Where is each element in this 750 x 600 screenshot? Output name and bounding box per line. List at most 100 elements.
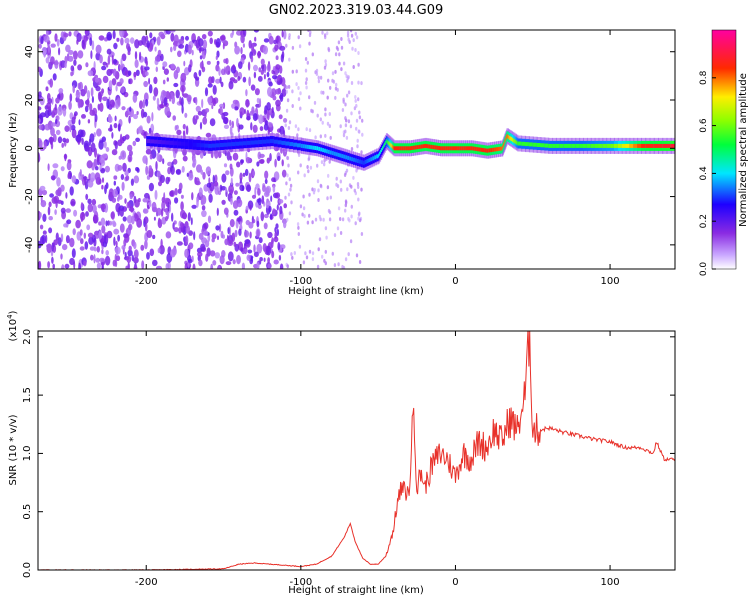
spectrogram-speckle <box>143 111 148 118</box>
spectrogram-speckle <box>327 208 331 213</box>
spectrogram-speckle <box>153 216 156 221</box>
spectrogram-speckle <box>276 204 279 211</box>
spectrogram-speckle <box>157 49 162 57</box>
spectrogram-speckle <box>339 231 343 235</box>
ridge-core <box>666 143 672 148</box>
spectrogram-speckle <box>114 115 117 122</box>
spectrogram-speckle <box>57 237 62 247</box>
ridge-core <box>658 143 664 148</box>
spectrogram-speckle <box>96 262 101 269</box>
spectrogram-speckle <box>283 203 288 209</box>
y-tick-label: -40 <box>24 237 35 253</box>
spectrogram-speckle <box>218 223 222 233</box>
spectrogram-speckle <box>299 91 302 96</box>
spectrogram-speckle <box>313 187 316 192</box>
spectrogram-speckle <box>344 123 348 128</box>
ridge-core <box>351 157 354 162</box>
spectrogram-speckle <box>113 236 116 246</box>
spectrogram-speckle <box>57 187 62 197</box>
spectrogram-speckle <box>209 118 216 127</box>
spectrogram-speckle <box>305 127 308 132</box>
ridge-core <box>312 145 316 150</box>
y-tick-label: 20 <box>24 94 35 107</box>
ridge-core <box>208 143 213 148</box>
spectrogram-speckle <box>75 219 81 229</box>
ridge-core <box>440 146 443 151</box>
spectrogram-speckle <box>239 221 243 230</box>
spectrogram-speckle <box>266 63 271 73</box>
spectrogram-speckle <box>238 228 242 236</box>
spectrogram-speckle <box>112 68 117 77</box>
ridge-core <box>474 146 478 151</box>
spectrogram-speckle <box>143 131 147 139</box>
spectrogram-speckle <box>354 48 357 52</box>
ridge-core <box>484 148 488 153</box>
spectrogram-speckle <box>132 93 138 103</box>
spectrogram-speckle <box>275 88 282 95</box>
spectrogram-speckle <box>361 132 364 137</box>
spectrogram-speckle <box>57 136 63 144</box>
spectrogram-speckle <box>117 97 121 106</box>
spectrogram-speckle <box>154 46 157 52</box>
ridge-core <box>514 139 517 144</box>
spectrogram-speckle <box>347 252 350 257</box>
spectrogram-speckle <box>238 124 244 130</box>
spectrogram-speckle <box>245 99 250 108</box>
spectrogram-speckle <box>156 152 160 162</box>
spectrogram-speckle <box>285 85 288 90</box>
spectrogram-speckle <box>215 225 220 231</box>
spectrogram-speckle <box>174 188 178 196</box>
ridge-core <box>563 143 569 148</box>
spectrogram-speckle <box>256 97 260 104</box>
spectrogram-speckle <box>291 69 294 74</box>
spectrogram-speckle <box>344 199 348 204</box>
ridge-core <box>293 142 298 147</box>
spectrogram-speckle <box>90 142 96 153</box>
spectrogram-speckle <box>90 172 96 182</box>
spectrogram-speckle <box>260 69 264 75</box>
ridge-core <box>506 134 509 139</box>
spectrogram-speckle <box>356 144 359 149</box>
spectrogram-speckle <box>143 208 147 214</box>
y-tick-label: 0 <box>24 145 35 151</box>
spectrogram-speckle <box>288 57 291 62</box>
spectrogram-speckle <box>232 64 236 71</box>
colorbar-tick-label: 0.2 <box>699 214 709 228</box>
spectrogram-speckle <box>141 260 145 269</box>
spectrogram-speckle <box>106 98 110 109</box>
spectrogram-speckle <box>317 247 320 252</box>
ridge-core <box>335 152 339 157</box>
spectrogram-speckle <box>95 44 102 54</box>
spectrogram-speckle <box>96 153 100 163</box>
spectrogram-speckle <box>176 241 183 246</box>
spectrogram-speckle <box>333 233 337 238</box>
spectrogram-speckle <box>104 165 110 173</box>
spectrogram-speckle <box>143 216 149 224</box>
spectrogram-speckle <box>165 263 170 269</box>
spectrogram-speckle <box>75 134 82 143</box>
ridge-core <box>571 143 577 148</box>
spectrogram-speckle <box>50 43 56 48</box>
ridge-core <box>447 146 451 151</box>
spectrogram-speckle <box>242 76 247 83</box>
spectrogram-speckle <box>302 206 306 211</box>
spectrogram-speckle <box>352 175 355 180</box>
spectrogram-speckle <box>187 258 193 264</box>
spectrogram-speckle <box>174 197 179 204</box>
spectrogram-speckle <box>308 192 311 197</box>
spectrogram-speckle <box>309 165 313 170</box>
spectrogram-speckle <box>173 82 179 88</box>
spectrogram-speckle <box>87 198 92 204</box>
spectrogram-speckle <box>285 43 288 48</box>
spectrogram-speckle <box>144 66 150 71</box>
ridge-core <box>219 143 225 147</box>
spectrogram-speckle <box>138 197 141 203</box>
spectrogram-speckle <box>65 192 68 199</box>
spectrogram-speckle <box>263 213 269 219</box>
spectrogram-speckle <box>349 124 353 129</box>
spectrogram-speckle <box>211 237 215 243</box>
spectrogram-speckle <box>339 179 342 184</box>
spectrogram-speckle <box>328 217 332 222</box>
spectrogram-speckle <box>192 263 196 269</box>
spectrogram-x-ticks: -200 -100 0 100 <box>135 30 620 287</box>
